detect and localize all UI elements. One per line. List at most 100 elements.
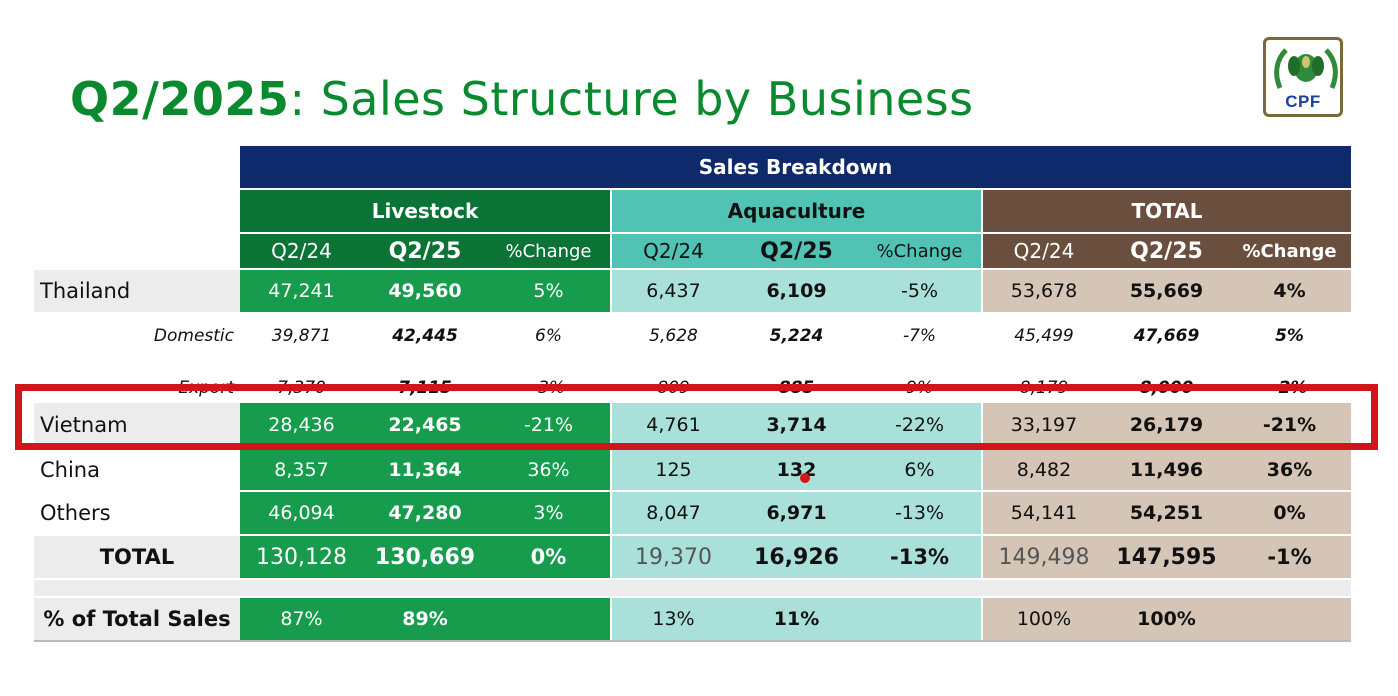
row-label-china: China xyxy=(34,450,240,490)
table-cell: 100% xyxy=(983,598,1105,640)
row-label-domestic: Domestic xyxy=(34,314,240,358)
spacer-row xyxy=(34,580,1351,596)
table-cell: 46,094 xyxy=(240,492,363,534)
table-cell: 0% xyxy=(487,536,610,578)
table-cell: 6,437 xyxy=(612,270,735,312)
table-cell: 6% xyxy=(487,314,610,358)
table-cell: 36% xyxy=(487,450,610,490)
table-cell: 8,047 xyxy=(612,492,735,534)
logo-text: CPF xyxy=(1285,92,1321,111)
table-cell: 149,498 xyxy=(983,536,1105,578)
table-cell: 0% xyxy=(1228,492,1351,534)
table-cell xyxy=(1228,598,1351,640)
table-cell: 55,669 xyxy=(1105,270,1228,312)
table-cell: 100% xyxy=(1105,598,1228,640)
table-cell: 13% xyxy=(612,598,735,640)
table-cell: 26,179 xyxy=(1105,403,1228,447)
subheader-pct-change: %Change xyxy=(1228,234,1351,268)
table-cell: 39,871 xyxy=(240,314,363,358)
subheader-q2-25: Q2/25 xyxy=(363,234,487,268)
title-period: Q2/2025 xyxy=(70,72,290,126)
row-label-export: Export xyxy=(34,360,240,400)
subheader-pct-change: %Change xyxy=(858,234,981,268)
subheader-q2-25: Q2/25 xyxy=(1105,234,1228,268)
table-cell: 47,241 xyxy=(240,270,363,312)
table-cell: 6,971 xyxy=(735,492,858,534)
table-cell: -1% xyxy=(1228,536,1351,578)
table-cell: 7,370 xyxy=(240,360,363,400)
table-cell: 5,224 xyxy=(735,314,858,358)
table-cell: 11,496 xyxy=(1105,450,1228,490)
row-label-share: % of Total Sales xyxy=(34,598,240,640)
sales-breakdown-header: Sales Breakdown xyxy=(240,146,1351,188)
row-label-others: Others xyxy=(34,492,240,534)
table-cell: 3,714 xyxy=(735,403,858,447)
subheader-q2-25: Q2/25 xyxy=(735,234,858,268)
subheader-q2-24: Q2/24 xyxy=(983,234,1105,268)
table-cell: 11% xyxy=(735,598,858,640)
row-label-thailand: Thailand xyxy=(34,270,240,312)
table-cell: -13% xyxy=(858,536,981,578)
table-cell: 5,628 xyxy=(612,314,735,358)
table-cell: 8,482 xyxy=(983,450,1105,490)
subheader-q2-24: Q2/24 xyxy=(240,234,363,268)
table-cell: 54,251 xyxy=(1105,492,1228,534)
table-cell: 11,364 xyxy=(363,450,487,490)
table-cell: 28,436 xyxy=(240,403,363,447)
row-label-vietnam: Vietnam xyxy=(34,403,240,447)
group-total: TOTAL xyxy=(983,190,1351,232)
table-cell: 36% xyxy=(1228,450,1351,490)
table-cell: 130,669 xyxy=(363,536,487,578)
table-cell: 6,109 xyxy=(735,270,858,312)
table-cell: 42,445 xyxy=(363,314,487,358)
table-cell: 47,280 xyxy=(363,492,487,534)
table-cell: -22% xyxy=(858,403,981,447)
table-cell: -21% xyxy=(1228,403,1351,447)
table-cell: -13% xyxy=(858,492,981,534)
table-cell xyxy=(858,598,981,640)
table-cell: 87% xyxy=(240,598,363,640)
bottom-rule xyxy=(34,640,1351,642)
table-cell: 16,926 xyxy=(735,536,858,578)
table-cell: 22,465 xyxy=(363,403,487,447)
wheat-wreath-icon xyxy=(1274,48,1338,89)
pointer-dot xyxy=(800,473,810,483)
subheader-pct-change: %Change xyxy=(487,234,610,268)
table-cell: 4,761 xyxy=(612,403,735,447)
table-cell: 130,128 xyxy=(240,536,363,578)
table-cell: 8,357 xyxy=(240,450,363,490)
table-cell: 3% xyxy=(487,492,610,534)
row-label-total: TOTAL xyxy=(34,536,240,578)
table-cell: -21% xyxy=(487,403,610,447)
table-cell: 19,370 xyxy=(612,536,735,578)
table-cell: 54,141 xyxy=(983,492,1105,534)
table-cell: -7% xyxy=(858,314,981,358)
table-cell: 7,115 xyxy=(363,360,487,400)
table-cell: 125 xyxy=(612,450,735,490)
table-cell xyxy=(487,598,610,640)
table-cell: 885 xyxy=(735,360,858,400)
table-cell: 89% xyxy=(363,598,487,640)
table-cell: 147,595 xyxy=(1105,536,1228,578)
vietnam-highlight-box xyxy=(15,384,1378,450)
group-aquaculture: Aquaculture xyxy=(612,190,981,232)
table-cell: 6% xyxy=(858,450,981,490)
table-cell: 9% xyxy=(858,360,981,400)
table-cell: 45,499 xyxy=(983,314,1105,358)
subheader-q2-24: Q2/24 xyxy=(612,234,735,268)
table-cell: 5% xyxy=(1228,314,1351,358)
table-cell: 49,560 xyxy=(363,270,487,312)
page-title: Q2/2025: Sales Structure by Business xyxy=(70,72,974,126)
table-cell: 809 xyxy=(612,360,735,400)
group-livestock: Livestock xyxy=(240,190,610,232)
cpf-logo: CPF xyxy=(1263,37,1343,117)
table-cell: 53,678 xyxy=(983,270,1105,312)
table-cell: 5% xyxy=(487,270,610,312)
table-cell: 47,669 xyxy=(1105,314,1228,358)
table-cell: 4% xyxy=(1228,270,1351,312)
table-cell: 132 xyxy=(735,450,858,490)
table-cell: -2% xyxy=(1228,360,1351,400)
table-cell: 33,197 xyxy=(983,403,1105,447)
table-cell: -5% xyxy=(858,270,981,312)
